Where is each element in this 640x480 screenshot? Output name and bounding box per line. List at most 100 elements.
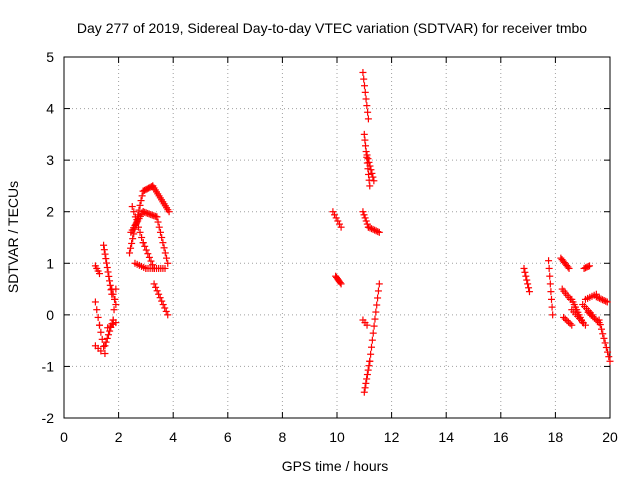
data-point	[366, 162, 374, 170]
data-point	[156, 228, 164, 236]
data-point	[138, 234, 146, 241]
data-point	[566, 320, 574, 328]
data-point	[592, 293, 600, 301]
data-point	[361, 214, 369, 222]
data-point	[362, 148, 370, 156]
data-point	[129, 235, 137, 243]
data-point	[100, 241, 108, 249]
data-point	[155, 290, 163, 298]
data-point	[161, 249, 169, 257]
y-axis: -2 -1 0 1 2 3 4 5	[42, 49, 610, 426]
data-point	[524, 280, 532, 288]
data-point	[600, 296, 608, 304]
data-point	[586, 310, 594, 318]
x-tick-label: 12	[384, 429, 400, 445]
data-point	[98, 335, 106, 343]
data-point	[337, 223, 345, 231]
data-point	[549, 311, 557, 319]
data-point	[95, 321, 103, 329]
data-point	[589, 313, 597, 321]
data-point	[164, 259, 172, 267]
data-point	[375, 228, 383, 236]
data-point	[360, 388, 368, 396]
data-point	[600, 334, 608, 342]
y-tick-label: 1	[46, 255, 54, 271]
data-point	[605, 353, 613, 361]
data-point	[370, 177, 378, 185]
data-point	[374, 287, 382, 295]
data-point	[561, 315, 569, 323]
y-tick-label: 5	[46, 49, 54, 65]
data-point	[373, 301, 381, 309]
data-point	[112, 301, 120, 309]
data-point	[564, 263, 572, 271]
data-point	[362, 95, 370, 103]
data-point	[334, 217, 342, 225]
data-point	[360, 130, 368, 138]
data-point	[155, 223, 163, 231]
data-point	[97, 347, 105, 355]
data-point	[374, 294, 382, 302]
data-point	[97, 328, 105, 336]
data-point	[153, 287, 161, 295]
data-point	[366, 224, 374, 232]
data-point	[102, 255, 110, 263]
data-point	[158, 234, 166, 241]
data-point	[366, 357, 374, 365]
data-point	[110, 306, 118, 314]
data-point	[374, 228, 382, 236]
data-point	[332, 214, 340, 222]
y-axis-title: SDTVAR / TECUs	[5, 181, 21, 293]
data-point	[136, 228, 144, 236]
x-tick-label: 6	[224, 429, 232, 445]
data-point	[364, 366, 372, 374]
x-tick-label: 20	[602, 429, 618, 445]
data-point	[103, 334, 111, 342]
data-point	[360, 211, 368, 219]
data-point	[363, 375, 371, 383]
data-point	[100, 342, 108, 350]
data-point	[565, 318, 573, 326]
data-point	[133, 218, 141, 226]
data-point	[361, 88, 369, 96]
data-point	[365, 362, 373, 370]
data-point	[159, 239, 167, 247]
data-point	[586, 262, 594, 270]
data-point	[545, 257, 553, 265]
data-point	[126, 249, 134, 257]
chart-title: Day 277 of 2019, Sidereal Day-to-day VTE…	[77, 20, 587, 36]
data-point	[603, 298, 611, 306]
data-point	[360, 75, 368, 83]
data-point	[370, 322, 378, 330]
data-point	[545, 264, 553, 272]
data-point	[525, 284, 533, 292]
data-point	[596, 321, 604, 329]
data-point	[365, 170, 373, 178]
data-point	[91, 298, 99, 306]
data-point	[375, 280, 383, 288]
x-tick-label: 14	[438, 429, 454, 445]
data-point	[136, 201, 144, 209]
data-point	[368, 336, 376, 344]
data-point	[335, 220, 343, 228]
data-point	[363, 220, 371, 228]
data-point	[587, 311, 595, 319]
y-tick-label: 3	[46, 152, 54, 168]
x-tick-label: 10	[329, 429, 345, 445]
data-point	[368, 225, 376, 233]
data-point	[601, 339, 609, 347]
data-point	[369, 329, 377, 337]
y-tick-label: 2	[46, 204, 54, 220]
y-tick-label: -1	[42, 358, 55, 374]
data-point	[584, 308, 592, 316]
data-point	[372, 227, 380, 235]
data-point	[112, 319, 120, 327]
data-point	[597, 295, 605, 303]
data-point	[144, 250, 152, 258]
data-point	[369, 225, 377, 233]
data-point	[568, 321, 576, 329]
data-point	[372, 308, 380, 316]
data-point	[106, 281, 114, 289]
data-point	[604, 348, 612, 356]
